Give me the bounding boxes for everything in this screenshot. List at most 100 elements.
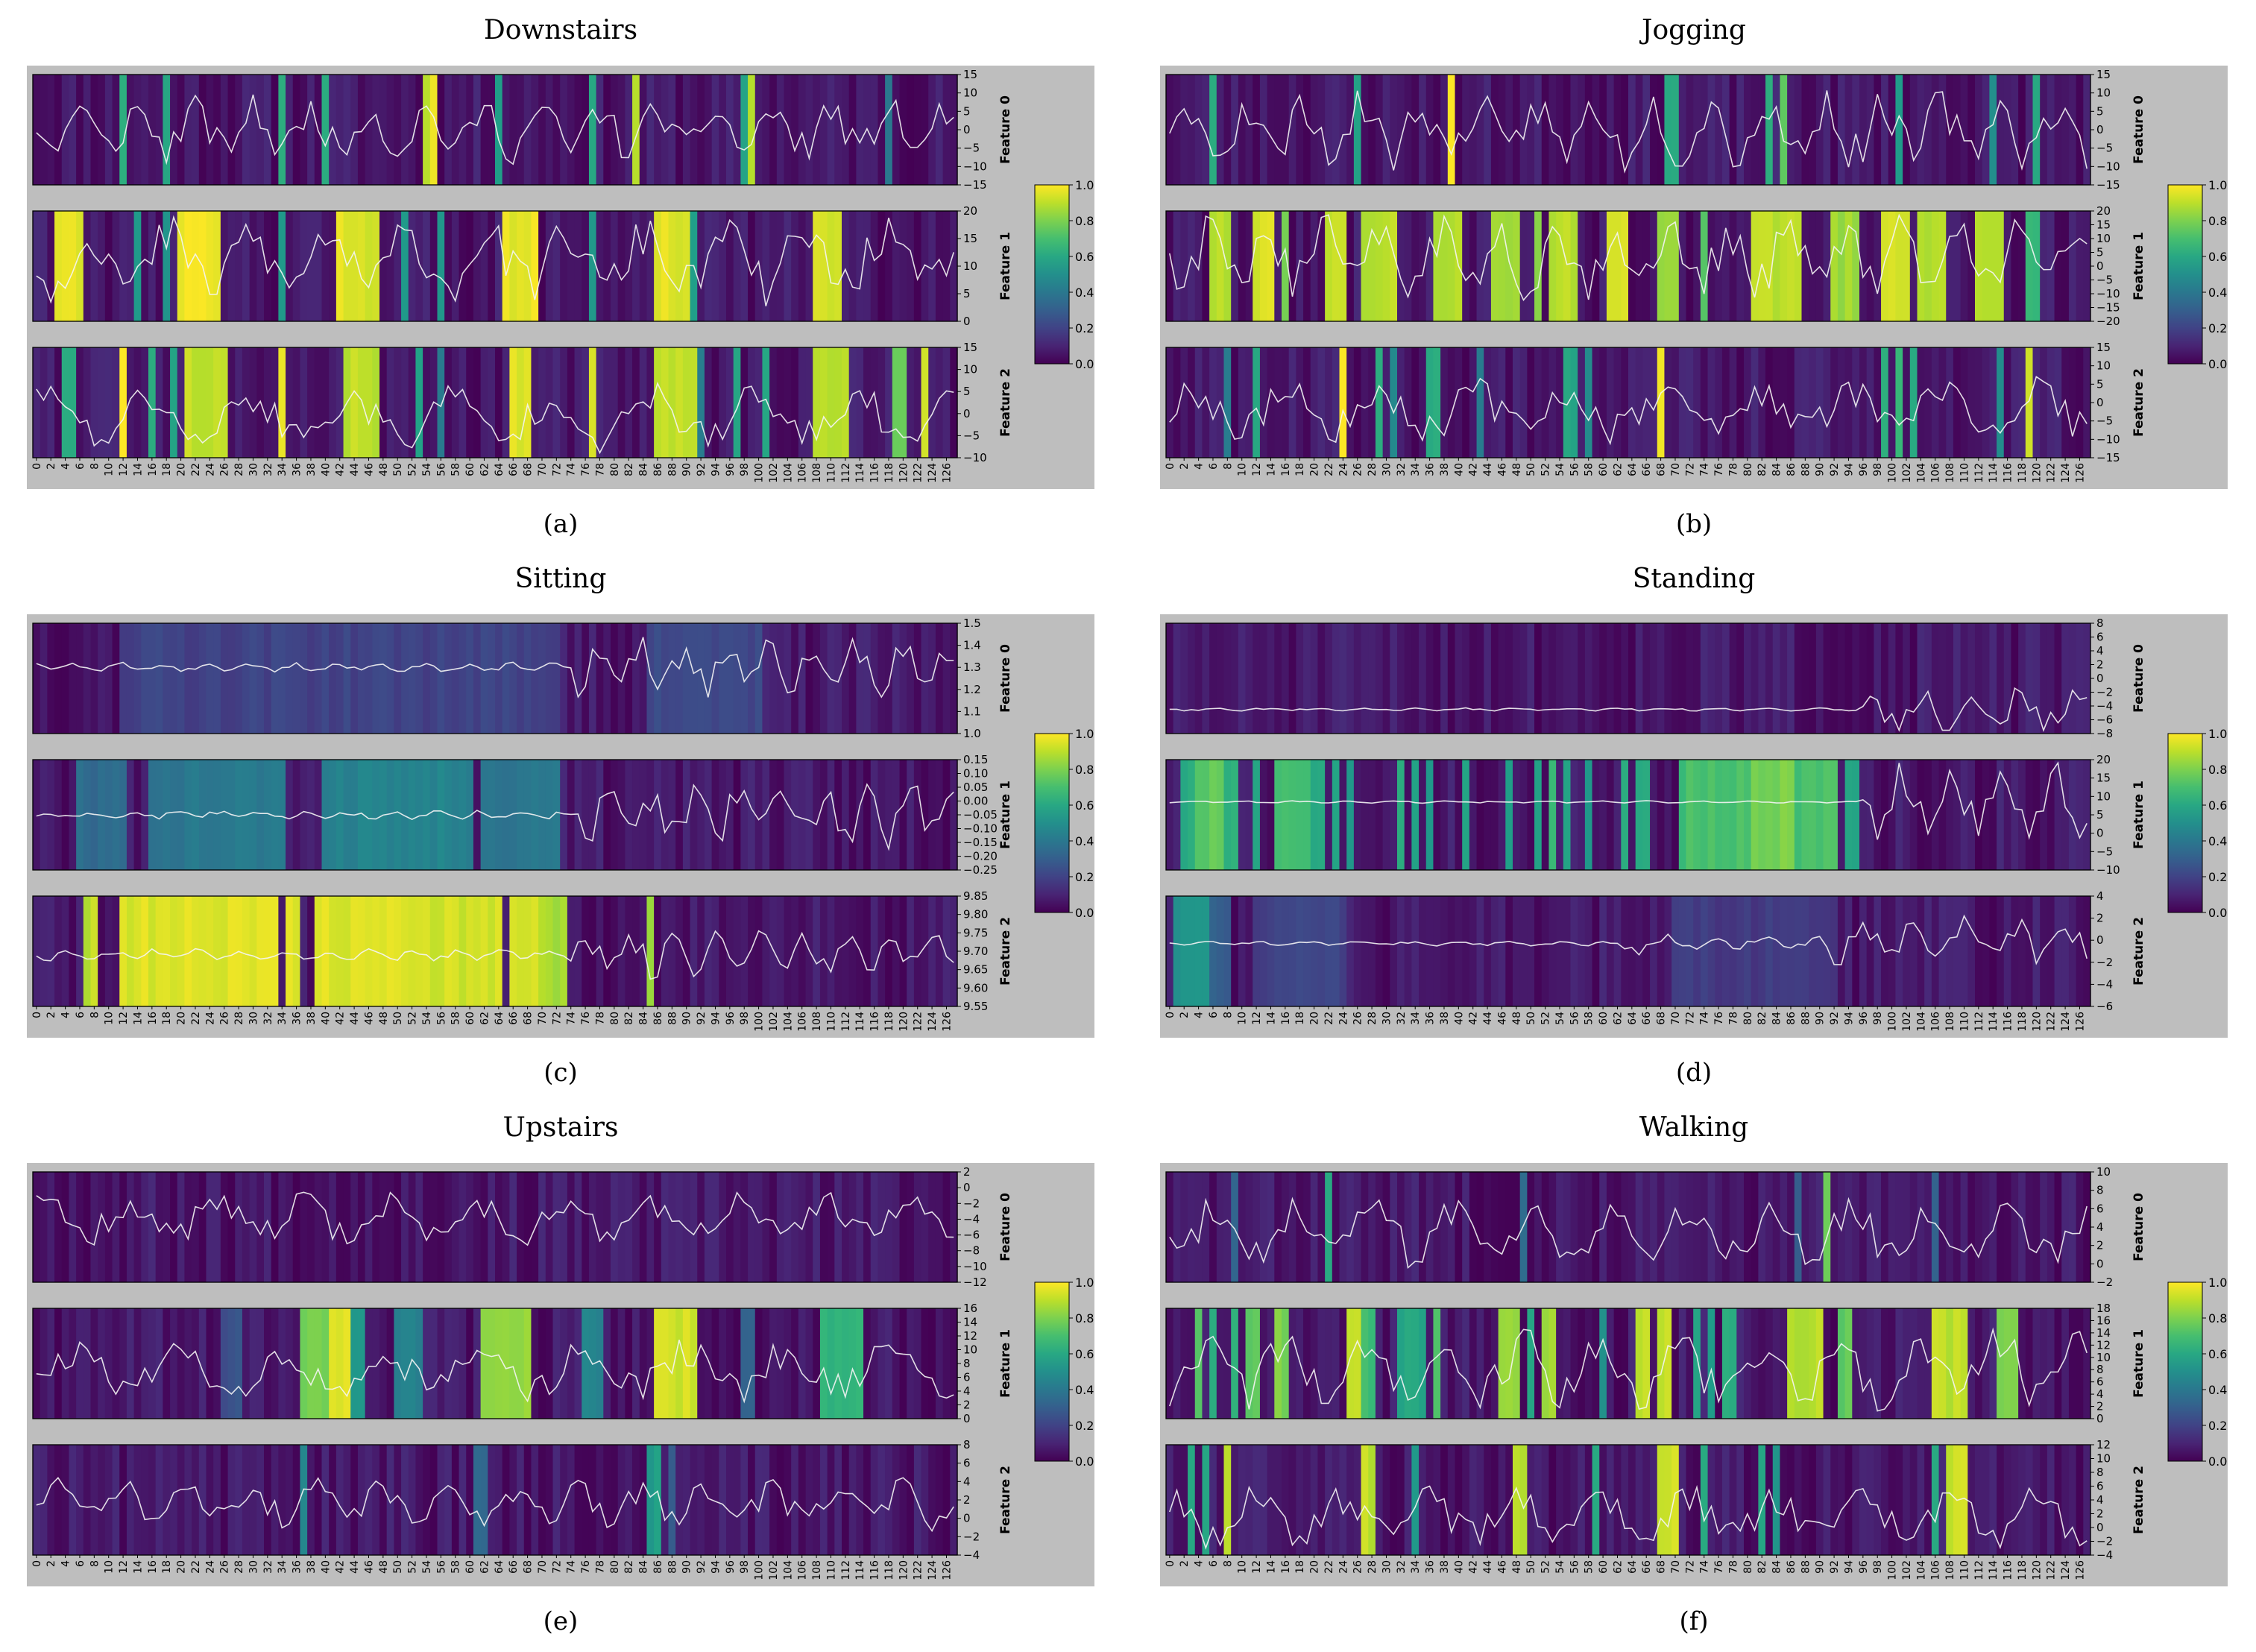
heat-cell (278, 211, 286, 321)
xtick-label: 84 (1771, 1012, 1783, 1025)
heat-cell (343, 1172, 351, 1282)
heat-cell (206, 75, 214, 185)
heat-cell (1830, 1445, 1838, 1555)
heat-cell (1339, 623, 1347, 734)
heat-cell (141, 1172, 149, 1282)
heat-cell (1238, 1445, 1247, 1555)
heat-cell (61, 760, 70, 870)
feature-label: Feature 1 (998, 232, 1013, 300)
heat-cell (523, 1172, 532, 1282)
xtick-label: 40 (320, 1560, 332, 1574)
heat-cell (654, 1308, 662, 1419)
heat-cell (1946, 1445, 1954, 1555)
heat-cell (1382, 760, 1390, 870)
heat-cell (1519, 1308, 1528, 1419)
heat-cell (98, 1445, 106, 1555)
ytick-label: −2 (2096, 686, 2113, 699)
heat-cell (1664, 75, 1672, 185)
heat-cell (220, 211, 229, 321)
heat-cell (1765, 347, 1774, 458)
heat-cell (1606, 211, 1615, 321)
heat-cell (950, 211, 958, 321)
colorbar-gradient (2168, 185, 2202, 364)
heat-cell (112, 760, 120, 870)
heat-cell (1967, 896, 1976, 1006)
heat-cell (1787, 75, 1795, 185)
heat-cell (1859, 211, 1868, 321)
heat-cell (517, 347, 525, 458)
colorbar-tick-label: 0.2 (2208, 870, 2227, 884)
heat-cell (163, 347, 171, 458)
heat-cell (1780, 1172, 1788, 1282)
heat-cell (1245, 1445, 1253, 1555)
xtick-label: 122 (913, 1560, 924, 1580)
heat-cell (827, 760, 835, 870)
heat-cell (632, 1308, 640, 1419)
xtick-label: 32 (262, 1012, 274, 1025)
heat-cell (1997, 211, 2005, 321)
heat-cell (1267, 211, 1275, 321)
heat-cell (104, 1172, 113, 1282)
heat-cell (1173, 1445, 1181, 1555)
heat-cell (1346, 896, 1355, 1006)
heat-cell (1823, 211, 1831, 321)
heat-cell (1729, 1445, 1737, 1555)
xtick-label: 16 (1280, 1560, 1292, 1574)
heat-cell (611, 623, 619, 734)
xtick-label: 50 (392, 1012, 404, 1025)
heat-cell (104, 75, 113, 185)
heat-cell (1664, 1308, 1672, 1419)
ytick-label: 8 (2096, 1363, 2104, 1376)
heat-cell (1425, 623, 1434, 734)
xtick-label: 112 (1973, 1012, 1985, 1032)
heat-cell (1317, 1445, 1326, 1555)
heat-cell (1339, 896, 1347, 1006)
heat-cell (451, 75, 460, 185)
heat-cell (1650, 75, 1658, 185)
heat-cell (429, 760, 438, 870)
heat-cell (423, 896, 431, 1006)
heat-cell (754, 623, 763, 734)
colorbar: 1.00.80.60.40.20.0 (2167, 727, 2227, 920)
heat-cell (2054, 760, 2062, 870)
ytick-label: 15 (2096, 68, 2111, 81)
heat-cell (1989, 760, 1997, 870)
heat-cell (1780, 347, 1788, 458)
heat-cell (1584, 623, 1593, 734)
heat-cell (552, 1172, 561, 1282)
heat-cell (1671, 1308, 1680, 1419)
heat-cell (552, 623, 561, 734)
heat-cell (1678, 75, 1687, 185)
xtick-label: 16 (1280, 1012, 1292, 1025)
heat-cell (502, 347, 510, 458)
heat-cell (1938, 623, 1947, 734)
heat-cell (611, 1172, 619, 1282)
ytick-label: −8 (963, 1244, 980, 1258)
heat-cell (1809, 75, 1817, 185)
xtick-label: 4 (60, 463, 72, 470)
heat-cell (588, 211, 597, 321)
xtick-label: 106 (797, 1560, 809, 1580)
heat-cell (827, 211, 835, 321)
heat-cell (1361, 1308, 1369, 1419)
heat-cell (1194, 75, 1203, 185)
heat-cell (1989, 1172, 1997, 1282)
heat-cell (1325, 1308, 1333, 1419)
heat-cell (1765, 623, 1774, 734)
heat-cell (1375, 347, 1384, 458)
ytick-label: −4 (2096, 1548, 2113, 1562)
heat-cell (1664, 1445, 1672, 1555)
feature-label: Feature 0 (998, 95, 1013, 164)
heat-cell (444, 1172, 453, 1282)
xtick-label: 4 (1194, 1560, 1206, 1567)
ytick-label: −6 (2096, 713, 2113, 727)
heat-cell (762, 896, 770, 1006)
heat-cell (1202, 623, 1210, 734)
heat-cell (213, 623, 221, 734)
xtick-label: 112 (1973, 1560, 1985, 1580)
heat-cell (1505, 1445, 1513, 1555)
heat-cell (1628, 211, 1636, 321)
heat-cell (1664, 760, 1672, 870)
